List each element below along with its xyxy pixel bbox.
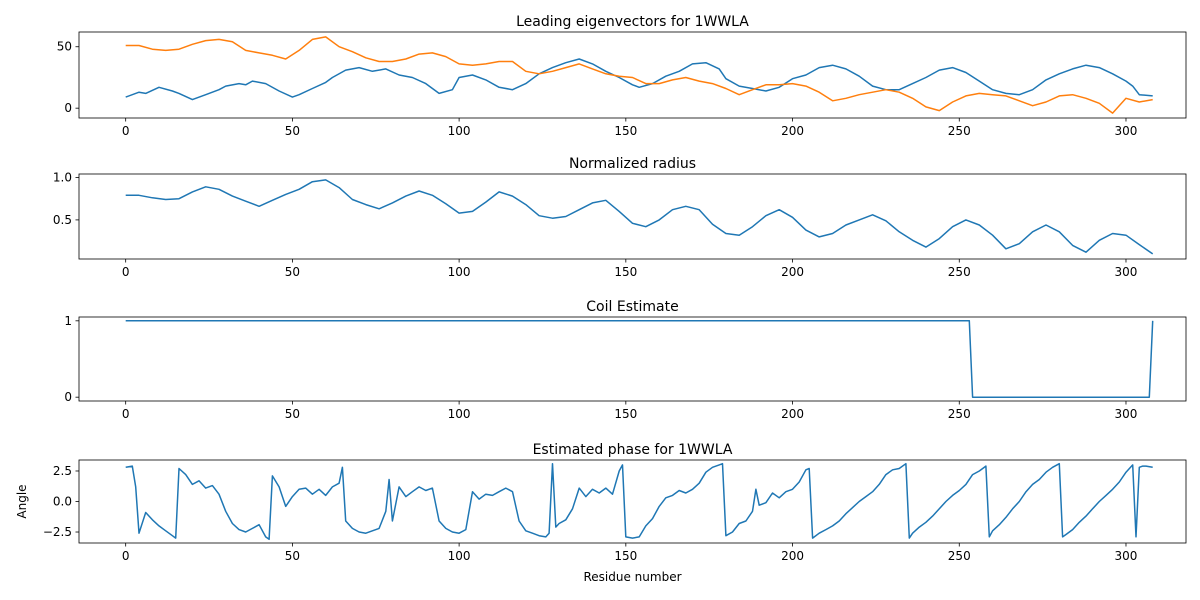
x-tick-label: 100 (448, 124, 471, 138)
y-tick-label: 0 (64, 390, 72, 404)
y-tick-label: 0.5 (53, 213, 72, 227)
panel-title: Coil Estimate (586, 299, 678, 315)
x-tick-label: 50 (285, 407, 300, 421)
panel-1: 0 50 100 150 200 250 300 0 50 Leading eigenvector… (57, 14, 1187, 138)
y-tick-label: 1 (64, 314, 72, 328)
x-tick-label: 150 (614, 549, 637, 563)
x-tick-label: 200 (781, 549, 804, 563)
x-tick-label: 200 (781, 124, 804, 138)
series-line-1 (125, 320, 1154, 398)
panel-title: Estimated phase for 1WWLA (533, 442, 733, 458)
series-line-1 (125, 58, 1153, 101)
x-tick-label: 100 (448, 407, 471, 421)
x-axis-label: Residue number (583, 570, 681, 584)
axes-frame (78, 31, 1187, 119)
y-tick-label: −2.5 (43, 525, 72, 539)
y-axis-label: Angle (15, 484, 29, 518)
panel-2: 0 50 100 150 200 250 300 0.5 1.0 Normalized radiu… (53, 156, 1187, 279)
axes-frame (78, 316, 1187, 402)
panel-title: Normalized radius (569, 156, 696, 172)
x-tick-label: 300 (1115, 407, 1138, 421)
panel-4: 0 50 100 150 200 250 300 −2.5 0.0 2.5 Estimated ph… (15, 442, 1187, 584)
y-tick-label: 1.0 (53, 170, 72, 184)
series-line-1 (125, 179, 1154, 255)
y-tick-label: 0 (64, 101, 72, 115)
x-tick-label: 50 (285, 265, 300, 279)
x-tick-label: 250 (948, 407, 971, 421)
x-tick-label: 0 (122, 124, 130, 138)
x-tick-label: 200 (781, 265, 804, 279)
x-tick-label: 200 (781, 407, 804, 421)
x-tick-label: 50 (285, 124, 300, 138)
x-tick-label: 300 (1115, 265, 1138, 279)
x-tick-label: 100 (448, 549, 471, 563)
series-line-1 (125, 462, 1153, 541)
y-tick-label: 2.5 (53, 464, 72, 478)
y-tick-label: 50 (57, 40, 72, 54)
x-tick-label: 150 (614, 407, 637, 421)
x-tick-label: 250 (948, 265, 971, 279)
panel-title: Leading eigenvectors for 1WWLA (516, 14, 749, 30)
x-tick-label: 150 (614, 265, 637, 279)
series-line-2 (125, 36, 1153, 114)
panel-3: 0 50 100 150 200 250 300 0 1 Coil Estimate (64, 299, 1187, 421)
x-tick-label: 300 (1115, 124, 1138, 138)
x-tick-label: 300 (1115, 549, 1138, 563)
x-tick-label: 250 (948, 124, 971, 138)
x-tick-label: 0 (122, 549, 130, 563)
x-tick-label: 150 (614, 124, 637, 138)
x-tick-label: 0 (122, 407, 130, 421)
x-tick-label: 0 (122, 265, 130, 279)
x-tick-label: 100 (448, 265, 471, 279)
axes-frame (78, 173, 1187, 260)
x-tick-label: 250 (948, 549, 971, 563)
y-tick-label: 0.0 (53, 495, 72, 509)
x-tick-label: 50 (285, 549, 300, 563)
